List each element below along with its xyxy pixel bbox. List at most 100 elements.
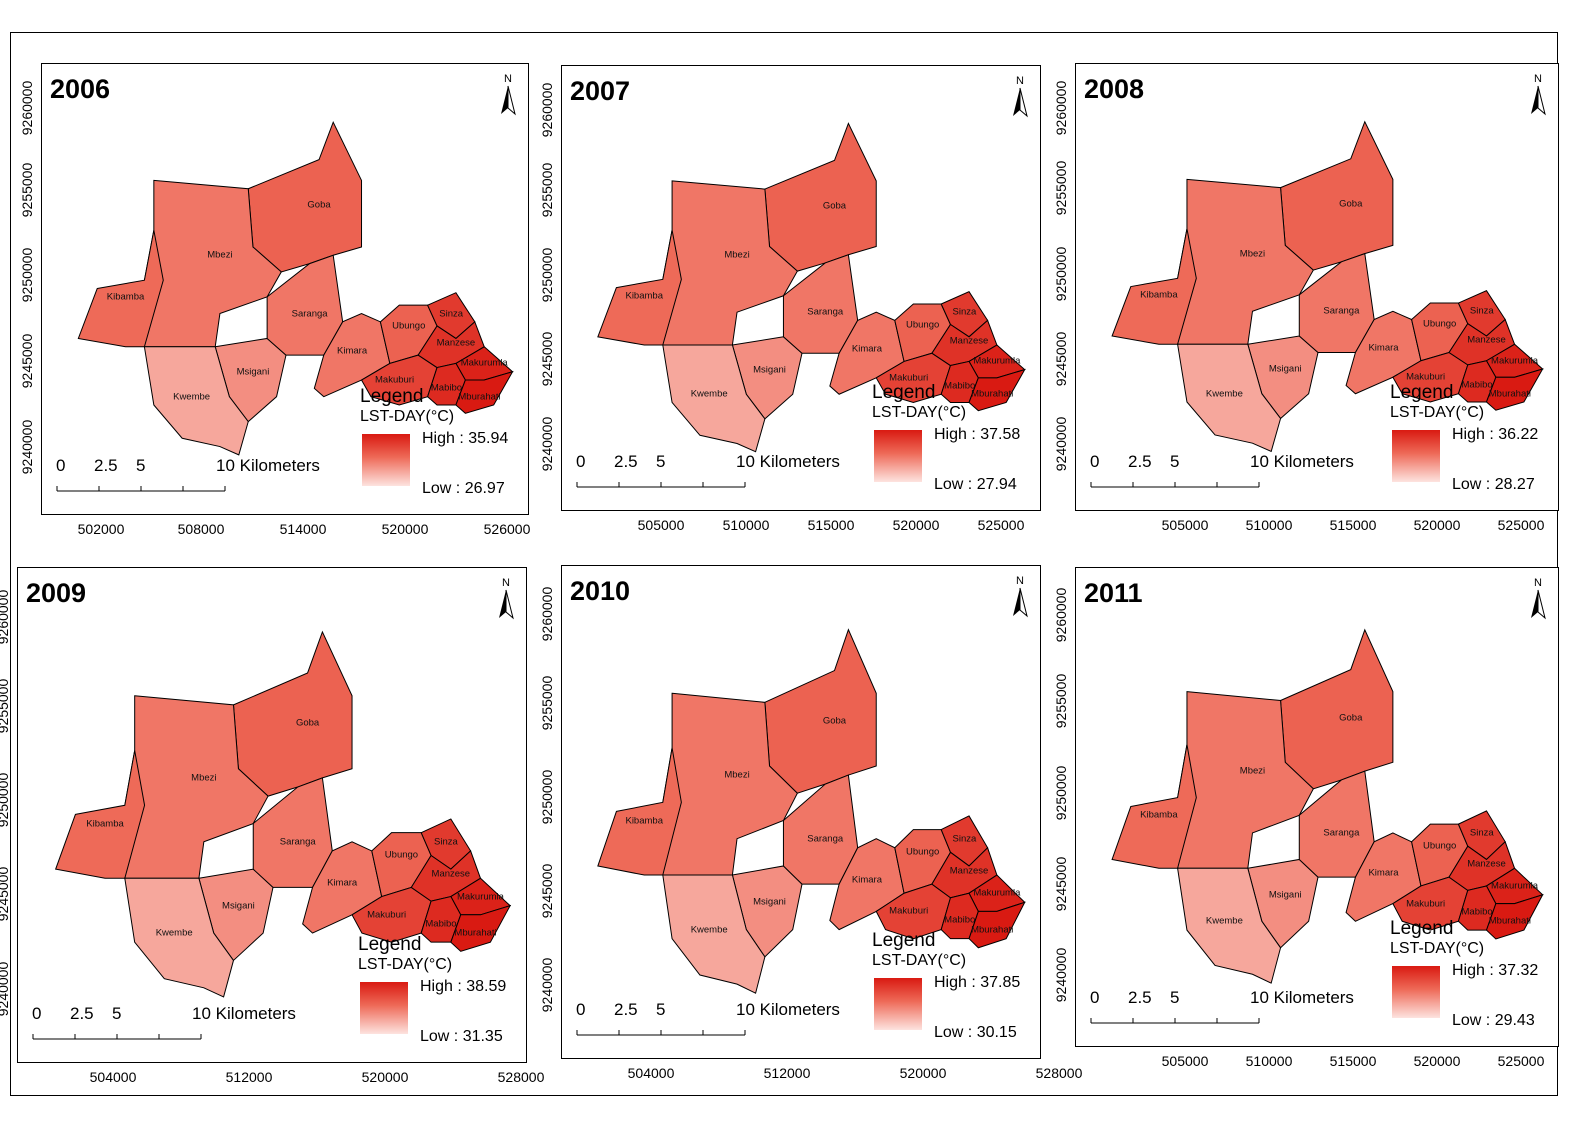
place-label-sinza: Sinza	[1469, 305, 1494, 317]
north-arrow-right	[1019, 587, 1028, 618]
y-tick-label: 9250000	[539, 769, 555, 825]
place-label-kibamba: Kibamba	[1140, 809, 1178, 821]
scale-label: 2.5	[1128, 988, 1152, 1007]
legend-high-value: High : 36.22	[1452, 426, 1539, 443]
north-label: N	[504, 73, 512, 85]
y-tick-label: 9240000	[0, 961, 11, 1016]
legend-subtitle: LST-DAY(°C)	[360, 408, 455, 425]
year-label: 2011	[1084, 578, 1143, 608]
x-tick-label: 520000	[899, 1065, 947, 1081]
place-label-makuburi: Makuburi	[889, 372, 929, 384]
place-label-makurumla: Makurumla	[456, 891, 504, 903]
place-label-kwembe: Kwembe	[173, 391, 211, 403]
map-panel-2009: Goba Mbezi Kibamba Msigani Saranga Kimara Kwem…	[0, 563, 547, 1103]
district-kibamba	[54, 750, 146, 879]
legend-color-ramp	[1392, 430, 1440, 482]
north-arrow-left	[1013, 588, 1020, 616]
district-kwembe	[143, 346, 249, 456]
map-panel-2010: Goba Mbezi Kibamba Msigani Saranga Kimara Kwem…	[531, 563, 1082, 1099]
scale-label: 10 Kilometers	[216, 456, 320, 475]
scale-label: 2.5	[94, 456, 118, 475]
north-arrow-icon: N	[1013, 75, 1028, 118]
district-goba	[764, 628, 877, 794]
x-tick-label: 510000	[1245, 517, 1293, 533]
map-frame: Goba Mbezi Kibamba Msigani Saranga Kimara Kwem…	[561, 565, 1041, 1059]
scale-label: 10 Kilometers	[736, 1000, 840, 1019]
x-tick-label: 520000	[1413, 1053, 1461, 1069]
north-arrow-right	[1537, 85, 1546, 116]
scale-bar-line	[1090, 482, 1260, 488]
x-tick-label: 520000	[361, 1069, 409, 1085]
legend-subtitle: LST-DAY(°C)	[358, 956, 453, 973]
legend-high-value: High : 37.32	[1452, 962, 1539, 979]
district-kwembe	[124, 877, 235, 998]
scale-label: 2.5	[70, 1004, 94, 1023]
y-tick-label: 9250000	[539, 247, 555, 302]
district-mburahati	[1485, 893, 1544, 940]
place-label-kibamba: Kibamba	[86, 818, 124, 830]
district-map	[1111, 120, 1544, 453]
district-map	[597, 628, 1026, 994]
district-kibamba	[597, 747, 682, 876]
x-tick-label: 504000	[627, 1065, 675, 1081]
north-arrow-left	[1013, 88, 1020, 116]
legend-color-ramp	[874, 430, 922, 482]
place-label-saranga: Saranga	[279, 836, 316, 848]
scale-bar: 0 2.5 5 10 Kilometers	[576, 452, 840, 494]
place-label-msigani: Msigani	[1268, 889, 1302, 901]
place-label-manzese: Manzese	[949, 335, 989, 347]
year-label: 2009	[26, 578, 87, 608]
scale-bar: 0 2.5 5 10 Kilometers	[576, 1000, 840, 1042]
place-label-makurumla: Makurumla	[973, 355, 1021, 367]
north-arrow-right	[505, 589, 514, 620]
x-tick-label: 510000	[1245, 1053, 1293, 1069]
place-label-kimara: Kimara	[337, 345, 368, 357]
x-tick-label: 526000	[483, 521, 531, 537]
place-label-mbezi: Mbezi	[207, 249, 233, 261]
place-label-mburahati: Mburahati	[454, 927, 497, 939]
scale-label: 0	[1090, 452, 1100, 471]
district-mburahati	[450, 904, 512, 952]
place-label-saranga: Saranga	[807, 306, 844, 318]
scale-label: 0	[576, 1000, 586, 1019]
x-tick-label: 504000	[89, 1069, 137, 1085]
scale-bar-line	[32, 1034, 202, 1040]
place-label-mabibo: Mabibo	[430, 382, 463, 394]
district-map	[77, 120, 514, 456]
north-label: N	[1534, 577, 1542, 589]
place-label-kwembe: Kwembe	[690, 924, 728, 936]
place-label-mbezi: Mbezi	[1239, 765, 1266, 777]
legend-title: Legend	[872, 382, 936, 403]
place-label-saranga: Saranga	[1323, 305, 1360, 317]
x-tick-label: 520000	[1413, 517, 1461, 533]
y-tick-label: 9260000	[1053, 587, 1069, 643]
place-label-kimara: Kimara	[327, 877, 358, 889]
place-label-msigani: Msigani	[1268, 363, 1302, 375]
north-arrow-icon: N	[1531, 577, 1546, 620]
district-goba	[232, 630, 353, 797]
place-label-goba: Goba	[1339, 712, 1363, 724]
place-label-kibamba: Kibamba	[106, 291, 145, 303]
y-tick-label: 9245000	[539, 863, 555, 919]
place-label-msigani: Msigani	[236, 366, 270, 378]
place-label-sinza: Sinza	[952, 306, 977, 318]
scale-bar-line	[576, 482, 746, 488]
place-label-makuburi: Makuburi	[1406, 898, 1446, 910]
legend-subtitle: LST-DAY(°C)	[872, 952, 967, 969]
legend-subtitle: LST-DAY(°C)	[872, 404, 967, 421]
place-label-kimara: Kimara	[851, 874, 882, 886]
x-tick-label: 508000	[177, 521, 225, 537]
scale-label: 10 Kilometers	[1250, 452, 1354, 471]
place-label-saranga: Saranga	[291, 308, 328, 319]
district-kwembe	[1177, 867, 1282, 984]
scale-label: 5	[656, 452, 666, 471]
legend-color-ramp	[1392, 966, 1440, 1018]
district-kibamba	[1111, 228, 1197, 345]
scale-bar: 0 2.5 5 10 Kilometers	[56, 456, 320, 498]
place-label-sinza: Sinza	[434, 836, 458, 848]
x-tick-label: 528000	[1035, 1065, 1083, 1081]
district-kibamba	[1111, 744, 1197, 869]
legend-color-ramp	[362, 434, 410, 486]
legend-low-value: Low : 28.27	[1452, 476, 1535, 493]
map-frame: Goba Mbezi Kibamba Msigani Saranga Kimara Kwem…	[1075, 63, 1559, 511]
